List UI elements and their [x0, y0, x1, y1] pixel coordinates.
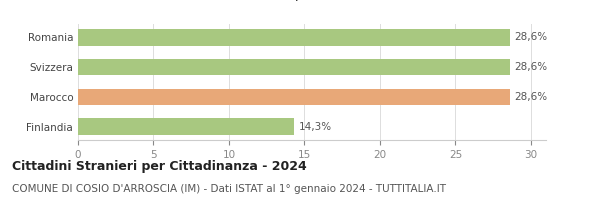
Text: 28,6%: 28,6%: [514, 62, 547, 72]
Bar: [78, 89, 510, 105]
Legend: Europa, Africa: Europa, Africa: [244, 0, 380, 5]
Text: 14,3%: 14,3%: [298, 122, 332, 132]
Text: Cittadini Stranieri per Cittadinanza - 2024: Cittadini Stranieri per Cittadinanza - 2…: [12, 160, 307, 173]
Text: 28,6%: 28,6%: [514, 32, 547, 42]
Text: 28,6%: 28,6%: [514, 92, 547, 102]
Bar: [78, 118, 294, 135]
Text: COMUNE DI COSIO D'ARROSCIA (IM) - Dati ISTAT al 1° gennaio 2024 - TUTTITALIA.IT: COMUNE DI COSIO D'ARROSCIA (IM) - Dati I…: [12, 184, 446, 194]
Bar: [78, 29, 510, 46]
Bar: [78, 59, 510, 75]
